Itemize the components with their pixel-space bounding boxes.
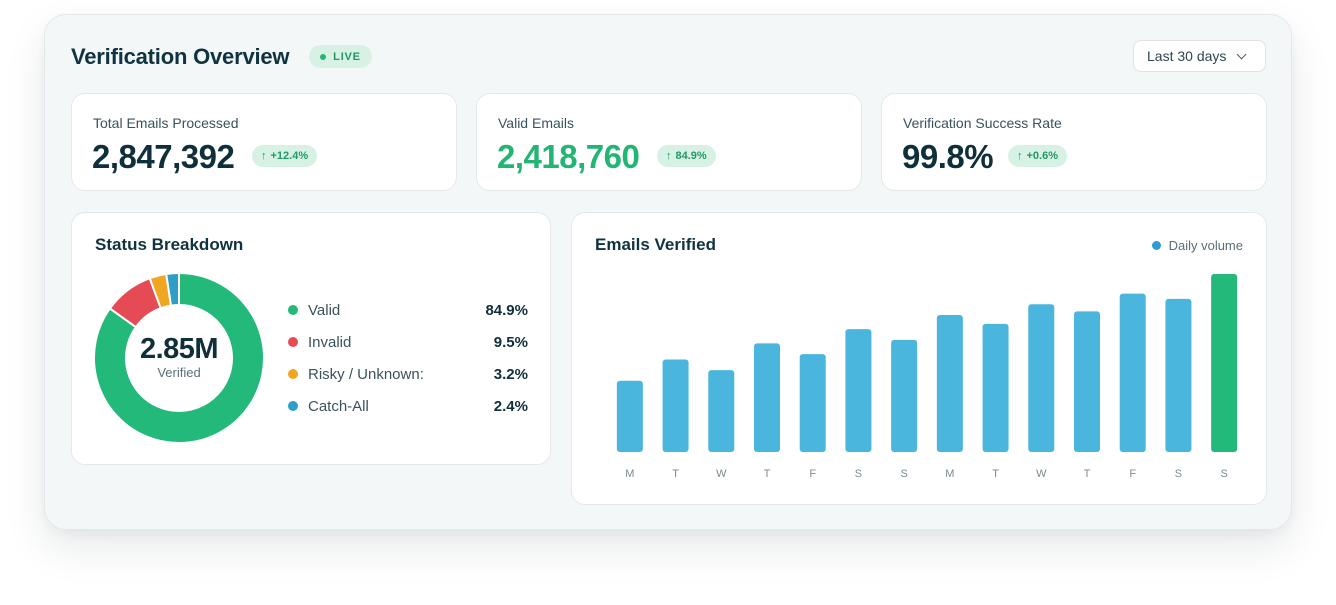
legend-label: Invalid: [308, 333, 352, 351]
stat-value: 99.8%: [902, 138, 994, 175]
legend-dot-icon: [288, 337, 298, 347]
x-tick-label: M: [945, 468, 954, 480]
stat-card-valid-emails: Valid Emails 2,418,760 ↑ 84.9%: [476, 93, 862, 191]
bar-5: [845, 329, 872, 452]
status-breakdown-card: Status Breakdown 2.85M Verified Valid 84…: [71, 212, 551, 465]
legend-item-invalid: Invalid 9.5%: [286, 332, 528, 352]
date-range-label: Last 30 days: [1147, 48, 1227, 64]
bar-2: [708, 370, 735, 452]
bar-10: [1074, 311, 1100, 452]
chevron-down-icon: [1236, 49, 1247, 59]
stat-value: 2,847,392: [92, 138, 235, 175]
date-range-select[interactable]: Last 30 days: [1133, 40, 1266, 72]
x-tick-label: T: [992, 468, 999, 480]
legend-dot-icon: [288, 401, 298, 411]
stat-label: Total Emails Processed: [93, 115, 239, 131]
legend-label: Daily volume: [1168, 238, 1243, 253]
card-title: Emails Verified: [595, 235, 716, 254]
verification-overview-panel: Verification Overview LIVE Last 30 days …: [44, 14, 1292, 530]
legend-label: Valid: [308, 301, 341, 319]
legend-item-risky: Risky / Unknown: 3.2%: [286, 364, 528, 384]
bar-12: [1165, 298, 1192, 452]
legend-value: 2.4%: [493, 397, 528, 415]
donut-center-value: 2.85M: [139, 333, 219, 365]
x-tick-label: W: [1036, 468, 1047, 480]
arrow-up-icon: ↑: [666, 150, 672, 162]
bar-0: [616, 380, 643, 452]
x-tick-label: F: [1129, 468, 1136, 480]
stat-card-success-rate: Verification Success Rate 99.8% ↑ +0.6%: [881, 93, 1267, 191]
bar-1: [662, 359, 689, 452]
donut-center-label: Verified: [157, 365, 201, 380]
x-tick-label: T: [764, 468, 771, 480]
live-label: LIVE: [333, 50, 361, 63]
donut-slice-catch-all: [165, 271, 180, 307]
legend-dot-icon: [288, 305, 298, 315]
x-tick-label: S: [1175, 468, 1182, 480]
legend-label: Catch-All: [308, 397, 369, 415]
legend-item-valid: Valid 84.9%: [286, 300, 528, 320]
legend-dot-icon: [288, 369, 298, 379]
arrow-up-icon: ↑: [261, 150, 267, 162]
bar-8: [982, 323, 1009, 452]
status-donut-chart: [93, 271, 265, 444]
legend-value: 9.5%: [493, 333, 528, 351]
bar-13: [1211, 274, 1238, 452]
bar-7: [936, 314, 963, 452]
bar-3: [754, 343, 780, 452]
stat-card-total-emails: Total Emails Processed 2,847,392 ↑ +12.4…: [71, 93, 457, 191]
x-tick-label: S: [1220, 468, 1227, 480]
stat-label: Verification Success Rate: [903, 115, 1062, 131]
donut-slice-valid: [93, 271, 265, 444]
emails-verified-card: Emails Verified Daily volume M T W T F S S M T W T…: [571, 212, 1267, 505]
x-tick-label: S: [900, 468, 907, 480]
stat-delta-badge: ↑ +0.6%: [1008, 145, 1067, 167]
chart-legend: Daily volume: [1151, 238, 1243, 253]
x-tick-label: M: [625, 468, 634, 480]
x-tick-label: W: [716, 468, 727, 480]
stat-delta-value: 84.9%: [675, 150, 707, 162]
bar-6: [891, 339, 918, 452]
stat-value: 2,418,760: [497, 138, 640, 175]
legend-item-catch-all: Catch-All 2.4%: [286, 396, 528, 416]
stat-delta-badge: ↑ 84.9%: [657, 145, 716, 167]
x-tick-label: T: [1084, 468, 1091, 480]
stat-delta-value: +0.6%: [1026, 150, 1059, 162]
stat-delta-value: +12.4%: [270, 150, 309, 162]
stat-delta-badge: ↑ +12.4%: [252, 145, 318, 167]
arrow-up-icon: ↑: [1017, 150, 1023, 162]
bar-9: [1028, 304, 1055, 452]
live-badge: LIVE: [309, 45, 372, 68]
live-dot-icon: [320, 53, 327, 60]
x-tick-label: F: [809, 468, 816, 480]
bar-4: [799, 354, 826, 452]
page-title: Verification Overview: [71, 44, 290, 69]
x-tick-label: S: [855, 468, 862, 480]
bar-11: [1119, 293, 1146, 452]
legend-value: 3.2%: [493, 365, 528, 383]
stat-label: Valid Emails: [498, 115, 574, 131]
legend-dot-icon: [1151, 241, 1161, 250]
card-title: Status Breakdown: [95, 235, 244, 254]
legend-value: 84.9%: [485, 301, 528, 319]
legend-label: Risky / Unknown:: [308, 365, 424, 383]
x-tick-label: T: [672, 468, 679, 480]
